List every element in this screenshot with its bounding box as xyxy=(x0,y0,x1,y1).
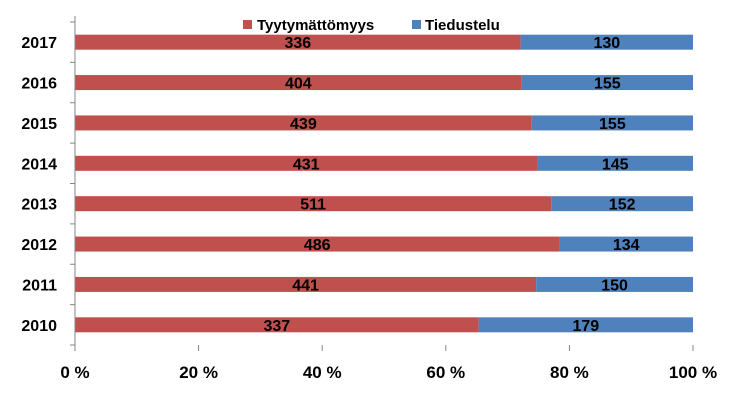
bar-2013-series-2 xyxy=(551,196,693,212)
legend-swatch-series-2 xyxy=(412,20,421,29)
category-label-2014: 2014 xyxy=(21,156,57,173)
data-label-2012-series-2: 134 xyxy=(613,237,640,254)
bar-2014-series-1 xyxy=(75,155,538,171)
data-label-2013-series-2: 152 xyxy=(609,197,636,214)
bar-2017-series-1 xyxy=(75,34,521,50)
category-label-2010: 2010 xyxy=(21,318,57,335)
y-axis: 2017 2016 2015 2014 2013 2012 2011 2010 xyxy=(21,16,76,348)
bar-2010-series-1 xyxy=(75,317,479,333)
data-label-2015-series-2: 155 xyxy=(599,116,626,133)
legend-label-series-2: Tiedustelu xyxy=(425,17,500,34)
x-axis: 0 % 20 % 40 % 60 % 80 % 100 % xyxy=(60,345,717,382)
data-label-2013-series-1: 511 xyxy=(300,197,326,214)
legend: Tyytymättömyys Tiedustelu xyxy=(243,17,500,34)
x-tick-label-2: 40 % xyxy=(303,363,342,382)
bar-2010-series-2 xyxy=(478,317,693,333)
bar-2012-series-2 xyxy=(559,236,693,252)
bar-2011-series-1 xyxy=(75,276,537,292)
data-label-2016-series-2: 155 xyxy=(594,76,621,93)
category-label-2017: 2017 xyxy=(21,35,57,52)
category-label-2012: 2012 xyxy=(21,237,57,254)
data-label-2017-series-1: 336 xyxy=(284,35,311,52)
bar-2012-series-1 xyxy=(75,236,560,252)
data-label-2014-series-1: 431 xyxy=(293,156,320,173)
data-label-2016-series-1: 404 xyxy=(285,76,312,93)
bar-2015-series-2 xyxy=(531,115,693,131)
bar-2016-series-2 xyxy=(521,75,693,91)
data-label-2015-series-1: 439 xyxy=(290,116,317,133)
bar-2017-series-2 xyxy=(520,34,693,50)
data-label-2012-series-1: 486 xyxy=(304,237,331,254)
category-label-2016: 2016 xyxy=(21,76,57,93)
data-label-2010-series-1: 337 xyxy=(263,318,290,335)
category-label-2011: 2011 xyxy=(22,277,57,294)
data-label-2011-series-1: 441 xyxy=(292,277,319,294)
data-label-2010-series-2: 179 xyxy=(572,318,599,335)
bars xyxy=(75,34,693,333)
bar-2011-series-2 xyxy=(536,276,693,292)
x-tick-label-5: 100 % xyxy=(669,363,717,382)
bar-2016-series-1 xyxy=(75,75,522,91)
bar-2015-series-1 xyxy=(75,115,532,131)
data-label-2014-series-2: 145 xyxy=(602,156,629,173)
x-tick-label-0: 0 % xyxy=(60,363,89,382)
bar-2014-series-2 xyxy=(537,155,693,171)
x-tick-label-1: 20 % xyxy=(179,363,218,382)
data-label-2011-series-2: 150 xyxy=(601,277,628,294)
x-tick-label-4: 80 % xyxy=(550,363,589,382)
legend-label-series-1: Tyytymättömyys xyxy=(257,17,374,34)
data-label-2017-series-2: 130 xyxy=(593,35,620,52)
category-label-2015: 2015 xyxy=(21,116,57,133)
x-tick-label-3: 60 % xyxy=(426,363,465,382)
bar-2013-series-1 xyxy=(75,196,552,212)
category-label-2013: 2013 xyxy=(21,197,57,214)
data-labels: 336 130 404 155 439 155 431 145 511 152 486 134 441 1… xyxy=(263,35,639,335)
legend-swatch-series-1 xyxy=(243,20,252,29)
